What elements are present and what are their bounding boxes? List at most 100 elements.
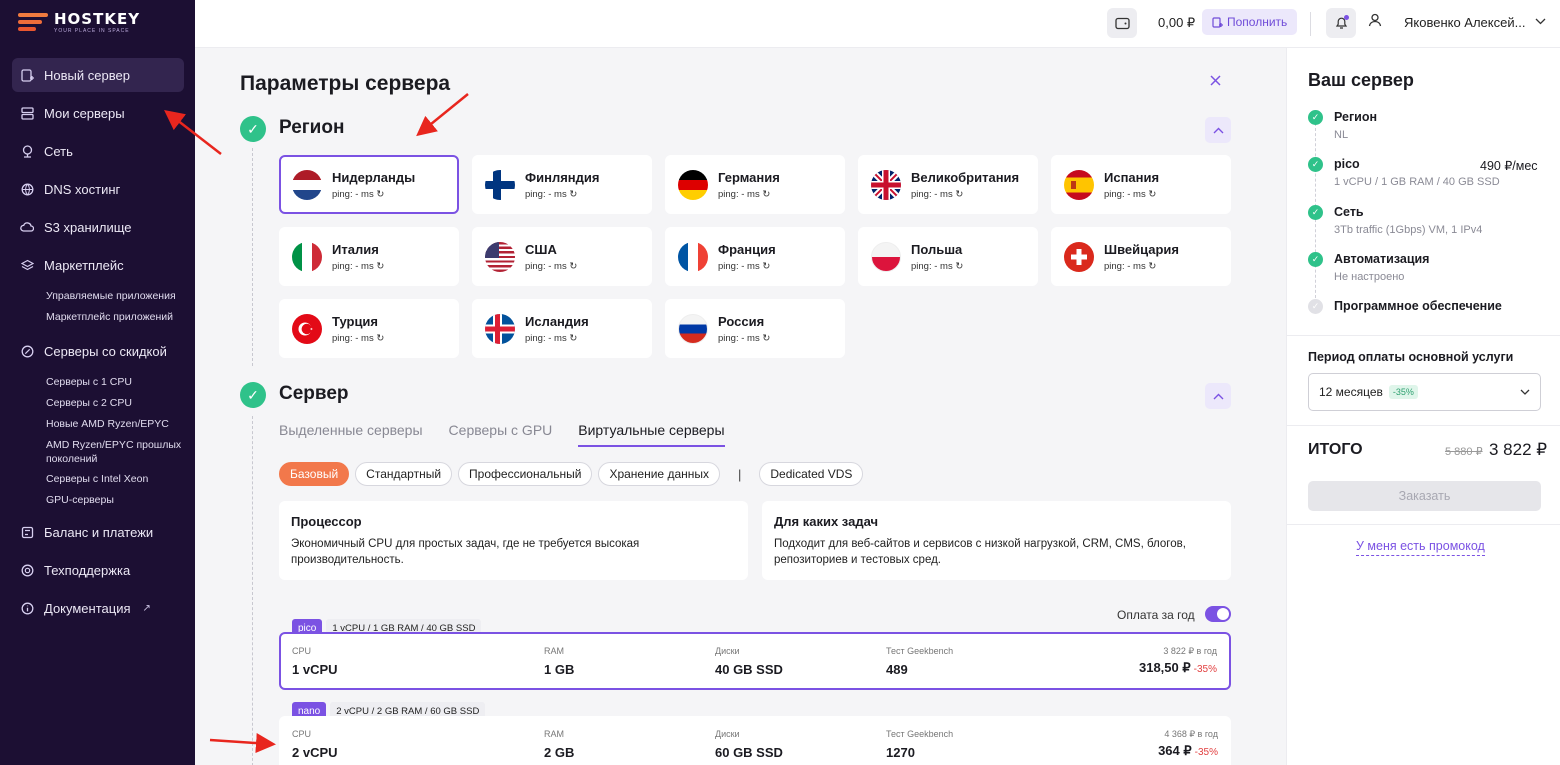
refresh-icon[interactable]: ↻ xyxy=(762,260,771,272)
sidebar-subitem-gpu[interactable]: GPU-серверы xyxy=(46,494,114,506)
region-iceland[interactable]: Исландия ping: - ms ↻ xyxy=(472,299,652,358)
tab-virtual[interactable]: Виртуальные серверы xyxy=(578,422,725,447)
logo-title: HOSTKEY xyxy=(54,10,141,28)
logo-icon xyxy=(18,11,48,33)
step-name: pico xyxy=(1334,157,1360,171)
sidebar-item-new-server[interactable]: Новый сервер xyxy=(12,58,184,92)
chip-storage[interactable]: Хранение данных xyxy=(598,462,720,486)
period-select[interactable]: 12 месяцев -35% xyxy=(1308,373,1541,411)
sidebar-item-balance[interactable]: Баланс и платежи xyxy=(12,515,184,549)
refresh-icon[interactable]: ↻ xyxy=(762,188,771,200)
sidebar-subitem-2cpu[interactable]: Серверы с 2 CPU xyxy=(46,397,132,409)
sidebar-subitem-intel[interactable]: Серверы с Intel Xeon xyxy=(46,473,149,485)
region-finland[interactable]: Финляндия ping: - ms ↻ xyxy=(472,155,652,214)
flag-es-icon xyxy=(1064,169,1094,200)
check-icon: ✓ xyxy=(1308,299,1323,314)
refresh-icon[interactable]: ↻ xyxy=(955,260,964,272)
spec-disk: 40 GB SSD xyxy=(715,662,783,677)
user-name[interactable]: Яковенко Алексей... xyxy=(1404,15,1526,30)
sidebar-subitem-amd-old[interactable]: AMD Ryzen/EPYC прошлых поколений xyxy=(46,439,182,465)
wallet-button[interactable] xyxy=(1107,8,1137,38)
chevron-down-icon[interactable] xyxy=(1535,14,1546,28)
sidebar-nav: Новый сервер Мои серверы Сеть DNS хостин… xyxy=(12,58,184,629)
region-italy[interactable]: Италия ping: - ms ↻ xyxy=(279,227,459,286)
summary-divider xyxy=(1287,524,1560,525)
flag-ru-icon xyxy=(678,313,708,344)
support-icon xyxy=(20,563,34,577)
close-icon[interactable] xyxy=(1210,73,1221,91)
refresh-icon[interactable]: ↻ xyxy=(376,332,385,344)
refresh-icon[interactable]: ↻ xyxy=(569,332,578,344)
chip-standard[interactable]: Стандартный xyxy=(355,462,453,486)
region-uk[interactable]: Великобритания ping: - ms ↻ xyxy=(858,155,1038,214)
sidebar-item-docs[interactable]: Документация ↗ xyxy=(12,591,184,625)
region-france[interactable]: Франция ping: - ms ↻ xyxy=(665,227,845,286)
promo-code-link[interactable]: У меня есть промокод xyxy=(1356,539,1485,556)
region-ping: ping: - ms xyxy=(332,332,374,344)
refresh-icon[interactable]: ↻ xyxy=(569,188,578,200)
sidebar-item-network[interactable]: Сеть xyxy=(12,134,184,168)
refresh-icon[interactable]: ↻ xyxy=(1148,260,1157,272)
topup-button[interactable]: Пополнить xyxy=(1202,9,1298,35)
sidebar-item-discount[interactable]: Серверы со скидкой xyxy=(12,334,184,368)
total-price: 3 822 ₽ xyxy=(1489,440,1548,459)
sidebar-subitem-amd-new[interactable]: Новые AMD Ryzen/EPYC xyxy=(46,418,169,430)
yearly-payment-toggle[interactable] xyxy=(1205,606,1231,622)
sidebar-subitem-1cpu[interactable]: Серверы с 1 CPU xyxy=(46,376,132,388)
region-name: Испания xyxy=(1104,169,1160,185)
region-name: Финляндия xyxy=(525,169,600,185)
region-switzerland[interactable]: Швейцария ping: - ms ↻ xyxy=(1051,227,1231,286)
refresh-icon[interactable]: ↻ xyxy=(762,332,771,344)
flag-fi-icon xyxy=(485,169,515,200)
spec-label: RAM xyxy=(544,646,564,656)
topbar-divider xyxy=(1310,12,1311,36)
sidebar-item-my-servers[interactable]: Мои серверы xyxy=(12,96,184,130)
region-turkey[interactable]: Турция ping: - ms ↻ xyxy=(279,299,459,358)
step-name: Сеть xyxy=(1334,205,1364,219)
step-name: Автоматизация xyxy=(1334,252,1430,266)
region-germany[interactable]: Германия ping: - ms ↻ xyxy=(665,155,845,214)
flag-fr-icon xyxy=(678,241,708,272)
step-detail: Не настроено xyxy=(1334,271,1405,283)
tasks-info-title: Для каких задач xyxy=(774,514,879,529)
region-spain[interactable]: Испания ping: - ms ↻ xyxy=(1051,155,1231,214)
sidebar-item-support[interactable]: Техподдержка xyxy=(12,553,184,587)
hostkey-logo[interactable]: HOSTKEY YOUR PLACE IN SPACE xyxy=(18,10,140,34)
refresh-icon[interactable]: ↻ xyxy=(1148,188,1157,200)
refresh-icon[interactable]: ↻ xyxy=(955,188,964,200)
chip-basic[interactable]: Базовый xyxy=(279,462,350,486)
flag-is-icon xyxy=(485,313,515,344)
sidebar-item-s3[interactable]: S3 хранилище xyxy=(12,210,184,244)
layers-icon xyxy=(20,258,34,272)
notifications-button[interactable] xyxy=(1326,8,1356,38)
plan-monthly-price: 490 ₽/мес xyxy=(1480,159,1538,173)
region-ping: ping: - ms xyxy=(525,332,567,344)
region-poland[interactable]: Польша ping: - ms ↻ xyxy=(858,227,1038,286)
refresh-icon[interactable]: ↻ xyxy=(376,260,385,272)
region-collapse-button[interactable] xyxy=(1205,117,1231,143)
chip-dedicated-vds[interactable]: Dedicated VDS xyxy=(759,462,864,486)
region-russia[interactable]: Россия ping: - ms ↻ xyxy=(665,299,845,358)
sidebar-item-dns[interactable]: DNS хостинг xyxy=(12,172,184,206)
user-icon[interactable] xyxy=(1368,13,1382,30)
sidebar-item-label: S3 хранилище xyxy=(44,219,132,235)
wallet-icon xyxy=(1114,17,1130,29)
chip-professional[interactable]: Профессиональный xyxy=(458,462,593,486)
region-usa[interactable]: США ping: - ms ↻ xyxy=(472,227,652,286)
wallet-icon xyxy=(20,525,34,539)
sidebar-item-label: Серверы со скидкой xyxy=(44,343,167,359)
plan-card-pico[interactable]: CPU 1 vCPU RAM 1 GB Диски 40 GB SSD Тест Ge… xyxy=(279,632,1231,690)
sidebar-item-marketplace[interactable]: Маркетплейс xyxy=(12,248,184,282)
sidebar-subitem-app-marketplace[interactable]: Маркетплейс приложений xyxy=(46,311,173,323)
region-netherlands[interactable]: Нидерланды ping: - ms ↻ xyxy=(279,155,459,214)
step-name: Регион xyxy=(1334,110,1378,124)
sidebar-subitem-managed-apps[interactable]: Управляемые приложения xyxy=(46,290,176,302)
order-button[interactable]: Заказать xyxy=(1308,481,1541,511)
tab-dedicated[interactable]: Выделенные серверы xyxy=(279,422,423,438)
refresh-icon[interactable]: ↻ xyxy=(569,260,578,272)
plan-card-nano[interactable]: CPU 2 vCPU RAM 2 GB Диски 60 GB SSD Тест Ge… xyxy=(279,716,1231,765)
refresh-icon[interactable]: ↻ xyxy=(376,188,385,200)
tab-gpu[interactable]: Серверы с GPU xyxy=(448,422,553,438)
spec-bench: 489 xyxy=(886,662,908,677)
server-collapse-button[interactable] xyxy=(1205,383,1231,409)
